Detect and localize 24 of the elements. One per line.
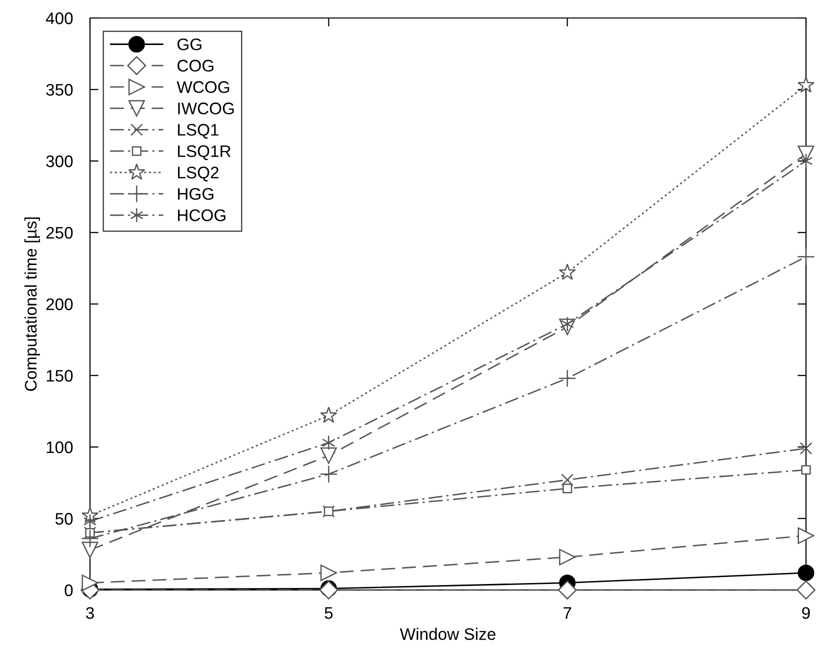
legend-label: LSQ1R — [178, 145, 231, 160]
x-axis-title: Window Size — [400, 628, 496, 640]
x-tick-label: 9 — [802, 607, 810, 619]
legend-label: LSQ1 — [178, 124, 218, 139]
y-tick-label: 150 — [46, 370, 73, 382]
x-tick-label: 5 — [324, 607, 333, 619]
legend-label: WCOG — [176, 81, 230, 93]
y-tick-label: 350 — [46, 84, 73, 96]
y-tick-label: 400 — [46, 12, 73, 24]
y-tick-label: 0 — [64, 584, 73, 596]
y-tick-label: 50 — [55, 512, 73, 525]
x-tick-label: 3 — [86, 607, 94, 619]
y-tick-label: 100 — [46, 441, 73, 454]
legend-label: HGG — [178, 188, 214, 200]
y-axis-title: Computational time [µs] — [24, 217, 40, 391]
y-tick-label: 200 — [46, 298, 73, 310]
legend-label: IWCOG — [178, 102, 234, 114]
legend-label: HCOG — [178, 209, 226, 222]
legend-label: COG — [178, 60, 214, 72]
legend-label: GG — [178, 38, 202, 50]
x-tick-label: 7 — [564, 607, 572, 619]
y-tick-label: 250 — [46, 226, 73, 239]
legend-label: LSQ2 — [178, 166, 218, 182]
y-tick-label: 300 — [46, 155, 73, 168]
